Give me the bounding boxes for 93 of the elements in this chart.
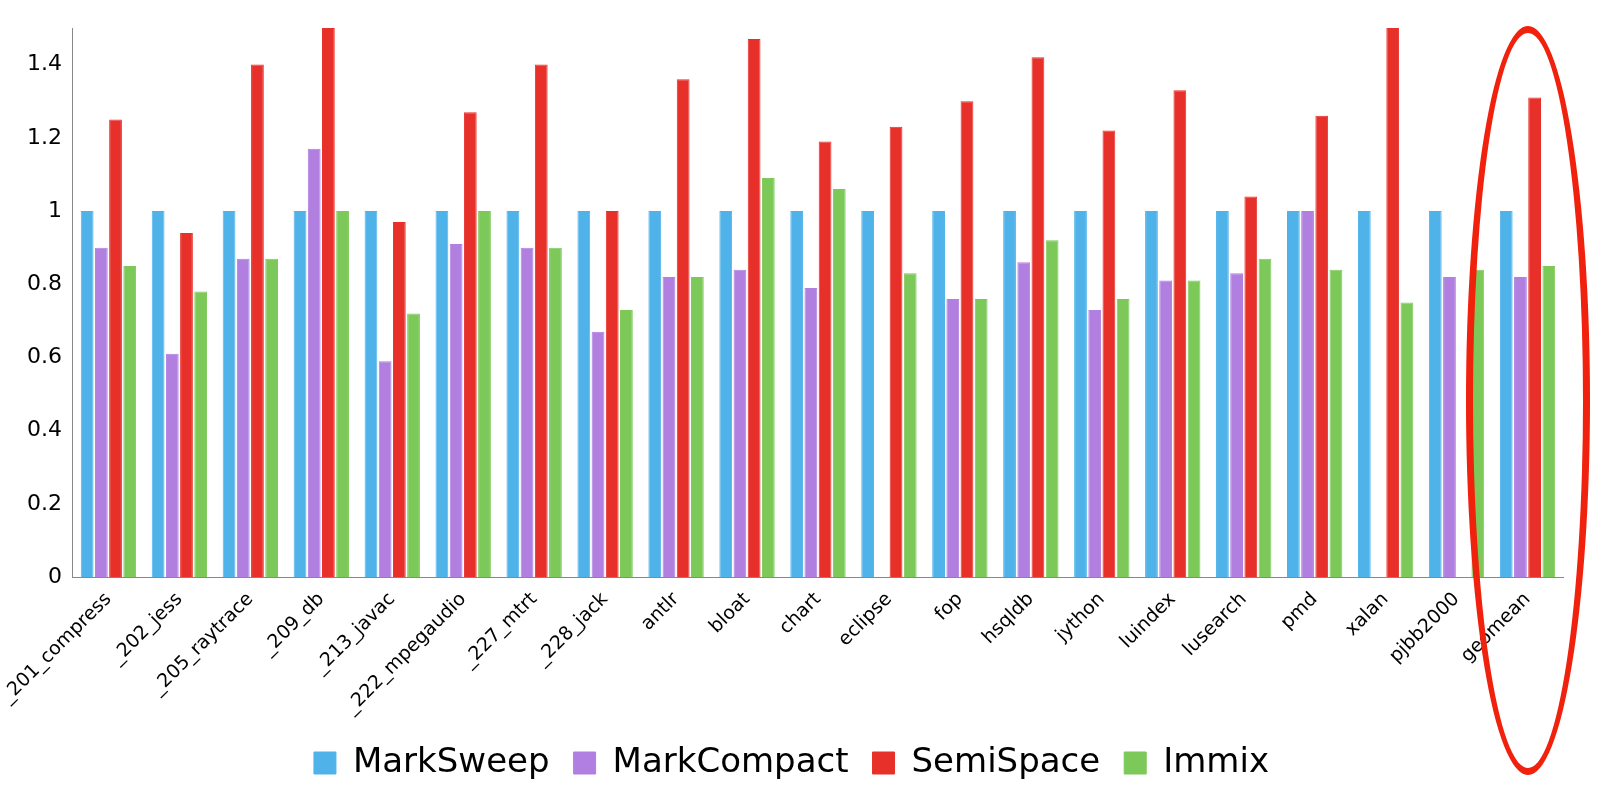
- y-tick-label: 1.4: [26, 50, 62, 76]
- bar: [1258, 258, 1272, 578]
- bar: [165, 353, 179, 578]
- bar: [932, 211, 945, 578]
- bar: [974, 298, 988, 578]
- bar: [364, 211, 378, 578]
- bar: [251, 64, 264, 578]
- bar: [1088, 309, 1102, 578]
- bar: [1173, 90, 1187, 578]
- bar: [605, 211, 619, 578]
- bar: [1003, 211, 1016, 578]
- bar: [946, 298, 960, 578]
- bar: [662, 276, 676, 578]
- bar: [861, 211, 875, 578]
- bar: [591, 331, 605, 578]
- bar: [1031, 57, 1045, 578]
- bar: [1329, 269, 1343, 578]
- bar: [1499, 211, 1513, 578]
- bar: [520, 247, 534, 578]
- bar: [818, 141, 832, 578]
- legend-label: SemiSpace: [911, 739, 1101, 780]
- bar: [322, 28, 335, 578]
- y-tick-label: 0.4: [26, 416, 62, 442]
- bar: [676, 79, 690, 578]
- bar: [761, 178, 775, 578]
- legend-label: MarkCompact: [612, 739, 849, 780]
- bar: [719, 211, 733, 578]
- bar: [1216, 211, 1229, 578]
- legend-label: Immix: [1163, 739, 1270, 780]
- bar: [1528, 97, 1541, 578]
- bar: [733, 269, 747, 578]
- bar: [1428, 211, 1442, 578]
- bar: [94, 247, 108, 578]
- y-tick-label: 0.8: [26, 269, 62, 295]
- bar: [690, 276, 704, 578]
- y-tick-label: 0.2: [26, 489, 62, 515]
- bar: [1187, 280, 1201, 578]
- bar: [1017, 262, 1031, 578]
- bar: [1074, 211, 1087, 578]
- bar: [293, 211, 307, 578]
- bar: [804, 287, 818, 578]
- bar: [1542, 265, 1556, 578]
- bar: [1514, 276, 1527, 578]
- bar: [648, 211, 662, 578]
- bar: [1244, 196, 1258, 578]
- bar: [889, 126, 903, 578]
- bar: [577, 211, 591, 578]
- y-tick-label: 1: [47, 196, 62, 222]
- bar: [407, 313, 420, 578]
- bar: [1045, 240, 1059, 578]
- bar: [265, 258, 279, 578]
- bar: [478, 211, 491, 578]
- bar: [1116, 298, 1130, 578]
- bar: [378, 361, 392, 578]
- bar: [449, 244, 463, 578]
- y-tick-label: 0: [47, 562, 62, 588]
- bar: [80, 211, 94, 578]
- bar: [1386, 28, 1400, 578]
- bar: [790, 211, 804, 578]
- bar: [336, 211, 349, 578]
- bar: [1400, 302, 1414, 578]
- bar: [1286, 211, 1300, 578]
- bar: [109, 119, 122, 578]
- bar: [392, 222, 406, 578]
- y-tick-label: 0.6: [26, 343, 62, 369]
- bar: [534, 64, 548, 578]
- bar: [960, 101, 974, 578]
- bar: [1102, 130, 1116, 578]
- bar: [1301, 211, 1314, 578]
- bar: [151, 211, 165, 578]
- bar: [832, 189, 846, 578]
- bar: [903, 273, 917, 578]
- bar: [180, 233, 193, 578]
- bar: [620, 309, 633, 578]
- bar: [236, 258, 250, 578]
- legend-label: MarkSweep: [352, 739, 550, 780]
- bar: [1315, 115, 1329, 578]
- x-tick-label: fop: [929, 586, 967, 625]
- bar: [307, 148, 321, 578]
- bar: [1357, 211, 1371, 578]
- bar: [435, 211, 449, 578]
- bar: [1443, 276, 1456, 578]
- y-tick-label: 1.2: [26, 123, 62, 149]
- bar: [194, 291, 208, 578]
- bar: [123, 265, 137, 578]
- bar: [1159, 280, 1173, 578]
- bar: [549, 247, 562, 578]
- bar: [1145, 211, 1158, 578]
- bar: [747, 38, 761, 578]
- bar: [463, 112, 477, 578]
- bar: [1230, 273, 1243, 578]
- bar: [506, 211, 520, 578]
- bar: [222, 211, 236, 578]
